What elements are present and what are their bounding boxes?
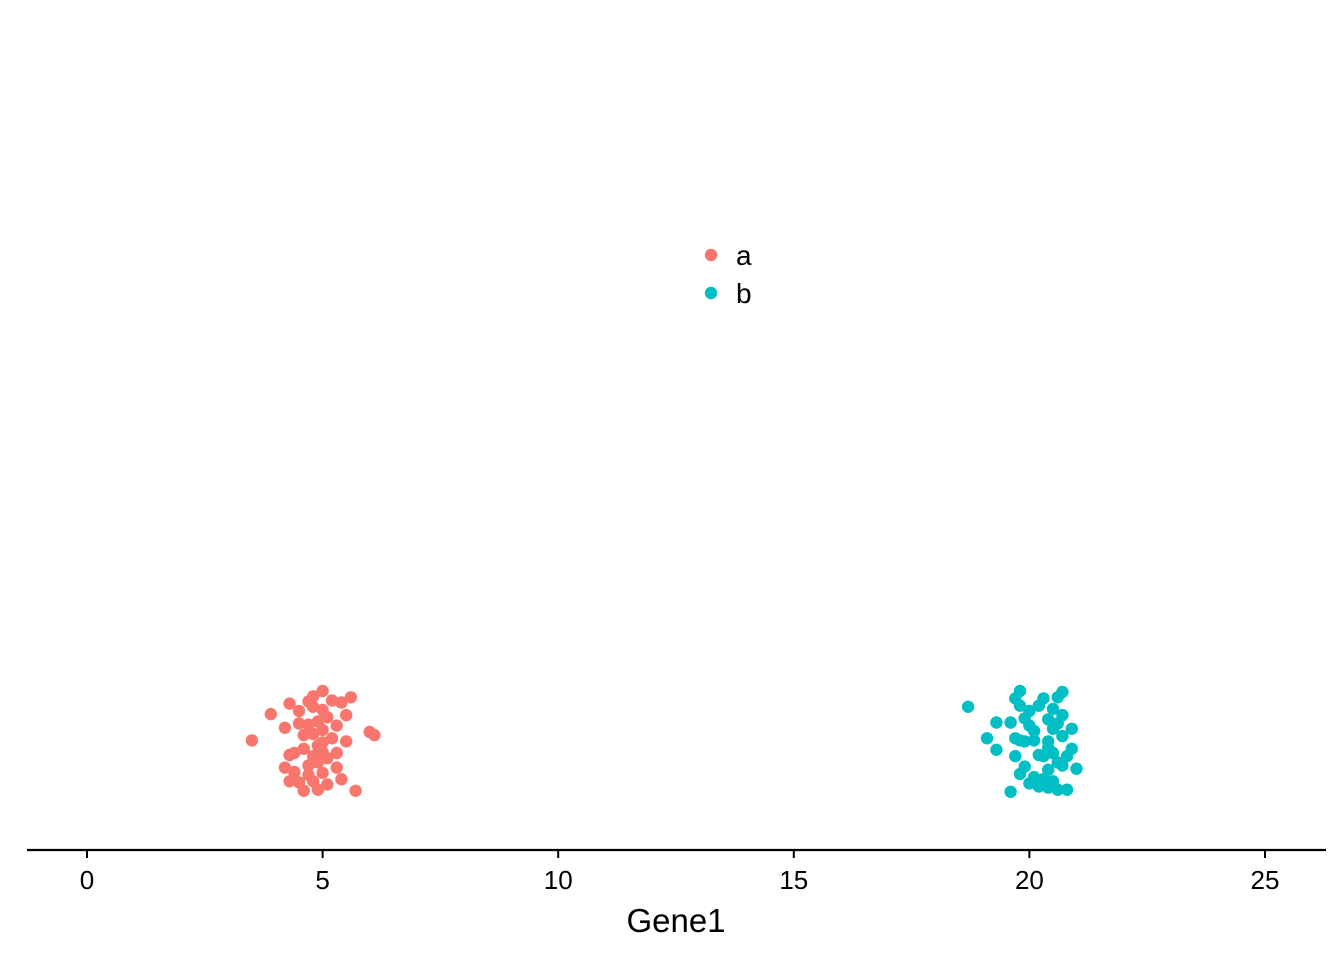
data-point-a [321, 752, 334, 765]
data-point-a [307, 690, 320, 703]
data-point-a [316, 736, 329, 749]
data-point-a [311, 756, 325, 769]
data-point-a [368, 728, 381, 742]
data-point-a [302, 759, 315, 772]
data-point-b [1056, 759, 1069, 772]
data-point-a [325, 694, 339, 707]
data-point-a [340, 735, 353, 748]
data-point-b [1042, 713, 1055, 726]
data-point-a [278, 721, 292, 734]
data-point-a [335, 696, 348, 709]
data-point-a [297, 742, 310, 755]
data-point-a [302, 718, 315, 731]
data-point-a [307, 727, 320, 741]
x-tick-label: 25 [1251, 865, 1280, 895]
data-point-b [1004, 785, 1017, 798]
data-point-b [990, 743, 1003, 756]
x-tick-label: 10 [544, 865, 573, 895]
data-point-b [1018, 735, 1031, 748]
data-point-b [1027, 734, 1041, 747]
data-point-b [1037, 692, 1050, 705]
data-point-a [311, 783, 325, 796]
data-point-a [335, 773, 348, 786]
data-point-b [1004, 716, 1017, 729]
data-point-a [245, 734, 259, 747]
data-point-b [1042, 763, 1055, 776]
data-point-a [307, 700, 320, 713]
x-axis-ticks: 0 5 10 15 20 25 [80, 850, 1280, 895]
data-point-a [316, 684, 329, 698]
data-point-a [288, 765, 301, 779]
data-point-b [1018, 760, 1031, 773]
data-point-a [330, 719, 343, 732]
data-point-b [980, 732, 994, 745]
data-point-a [330, 746, 343, 760]
legend-label-a: a [736, 240, 752, 271]
legend: a b [704, 240, 752, 309]
data-point-a [330, 761, 343, 774]
legend-key-a [704, 248, 718, 262]
data-point-a [283, 775, 296, 788]
x-axis-title: Gene1 [626, 902, 725, 939]
x-tick-label: 5 [315, 865, 329, 895]
data-point-b [1032, 780, 1046, 793]
data-point-b [1009, 749, 1022, 763]
data-point-a [264, 707, 277, 721]
data-point-a [292, 704, 306, 718]
legend-key-b [704, 286, 718, 300]
data-point-a [297, 728, 310, 742]
data-point-b [1070, 762, 1083, 775]
data-point-a [292, 717, 306, 730]
data-point-b [1060, 783, 1074, 796]
legend-label-b: b [736, 278, 752, 309]
data-point-b [1013, 684, 1027, 698]
data-point-b [961, 700, 975, 713]
data-point-a [344, 691, 358, 704]
data-point-a [316, 723, 329, 737]
data-point-b [1065, 742, 1079, 755]
data-point-b [1042, 735, 1055, 748]
data-point-a [316, 766, 329, 780]
data-point-b [1056, 708, 1069, 722]
data-point-b [1051, 783, 1064, 796]
data-point-a [297, 784, 310, 797]
data-point-b [1056, 685, 1069, 699]
data-point-a [321, 711, 334, 724]
data-point-b [1065, 722, 1079, 735]
data-point-a [321, 778, 334, 791]
data-point-a [288, 746, 301, 760]
data-point-b [1046, 746, 1060, 760]
x-tick-label: 15 [779, 865, 808, 895]
data-point-b [1056, 729, 1069, 743]
data-point-a [283, 697, 296, 710]
x-tick-label: 20 [1015, 865, 1044, 895]
x-tick-label: 0 [80, 865, 94, 895]
data-points [245, 684, 1083, 798]
data-point-b [1023, 704, 1036, 718]
data-point-b [1027, 770, 1041, 784]
data-point-b [1046, 702, 1060, 716]
data-point-a [349, 784, 362, 797]
data-point-a [278, 761, 292, 774]
data-point-a [325, 732, 339, 745]
data-point-b [1027, 724, 1041, 738]
data-point-a [340, 708, 353, 722]
data-point-b [990, 716, 1003, 729]
data-point-b [1013, 699, 1027, 712]
